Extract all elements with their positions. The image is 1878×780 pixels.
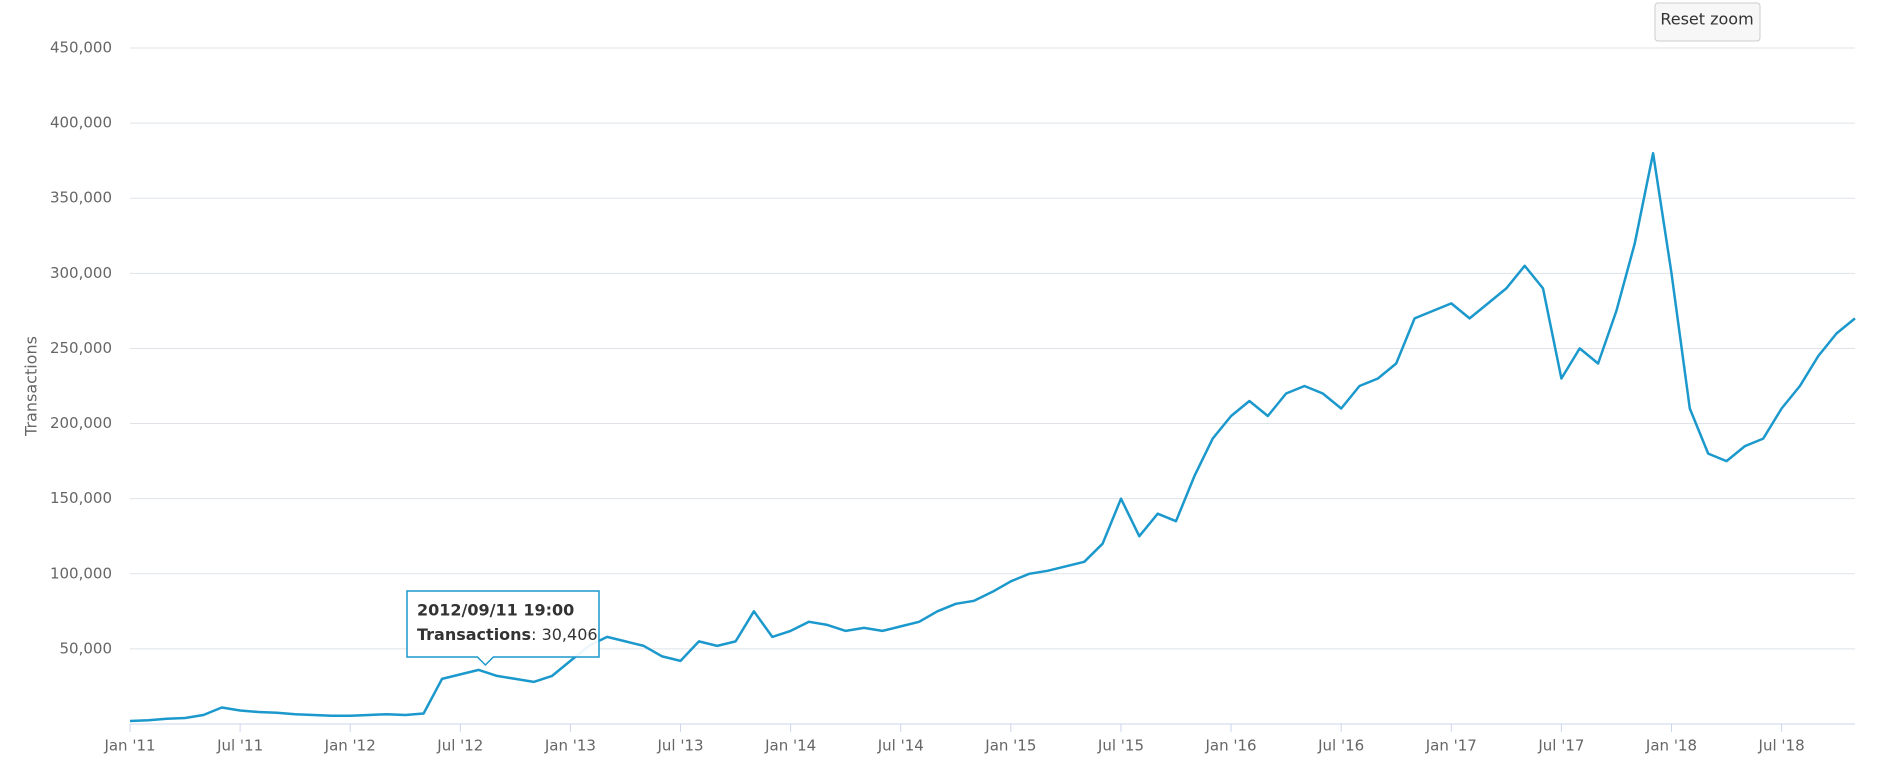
x-tick-label: Jul '12 [436,737,483,755]
button-box[interactable] [1654,2,1761,42]
tooltip-title: 2012/09/11 19:00 [417,601,574,620]
x-tick-label: Jan '11 [103,737,155,755]
y-tick-label: 100,000 [50,564,112,582]
x-tick-label: Jan '12 [324,737,376,755]
tooltip-box [406,590,600,667]
y-tick-label: 250,000 [50,339,112,357]
x-tick-label: Jul '15 [1097,737,1144,755]
y-tick-label: 400,000 [50,114,112,132]
x-tick-label: Jul '17 [1537,737,1584,755]
tooltip: 2012/09/11 19:00 Transactions: 30,406 [406,590,600,667]
reset-zoom-button[interactable]: Reset zoom [1654,2,1761,42]
x-tick-label: Jul '18 [1758,737,1805,755]
tooltip-label: Transactions [417,625,531,644]
y-tick-label: 450,000 [50,39,112,57]
x-tick-label: Jan '13 [544,737,596,755]
data-line [129,151,1856,723]
x-tick-label: Jan '17 [1425,737,1477,755]
x-tick-label: Jul '14 [877,737,924,755]
x-tick-label: Jul '16 [1317,737,1364,755]
x-tick-label: Jul '13 [656,737,703,755]
y-tick-label: 300,000 [50,264,112,282]
x-tick-label: Jan '14 [764,737,816,755]
x-tick-label: Jan '15 [984,737,1036,755]
x-tick-label: Jan '18 [1645,737,1697,755]
tooltip-separator: : [531,625,541,644]
y-tick-label: 50,000 [60,639,113,657]
tooltip-line: Transactions: 30,406 [417,625,598,644]
x-tick-label: Jan '16 [1205,737,1257,755]
y-tick-label: 200,000 [50,414,112,432]
button-label[interactable]: Reset zoom [1660,10,1753,29]
y-axis-title: Transactions [22,336,41,437]
tooltip-value: 30,406 [542,625,598,644]
y-tick-label: 350,000 [50,189,112,207]
x-tick-label: Jul '11 [216,737,263,755]
y-tick-label: 150,000 [50,489,112,507]
